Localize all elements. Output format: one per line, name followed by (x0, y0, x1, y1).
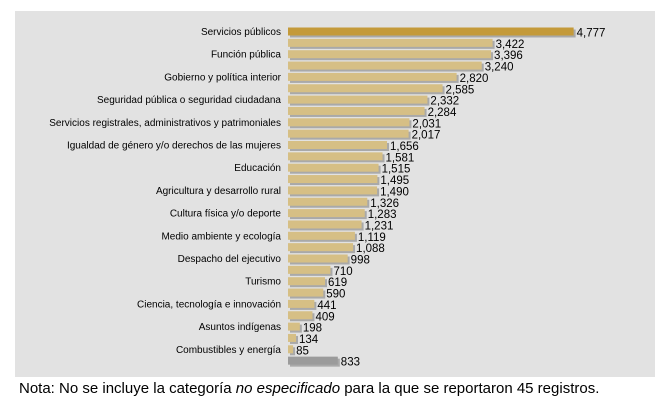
bar (288, 50, 492, 59)
bar (288, 209, 365, 218)
value-label: 590 (326, 289, 345, 301)
footnote-suffix: para la que se reportaron 45 registros. (340, 380, 600, 397)
category-label: Gobierno y política interior (164, 72, 281, 83)
bar (288, 84, 443, 93)
category-label: Ciencia, tecnología e innovación (137, 299, 281, 310)
bar (288, 61, 482, 70)
value-label: 3,240 (485, 62, 514, 74)
bar (288, 72, 457, 81)
bar (288, 163, 379, 172)
footnote-emphasis: no especificado (235, 380, 341, 397)
value-label: 3,422 (496, 39, 525, 51)
bar (288, 141, 388, 149)
value-label: 2,031 (412, 118, 441, 130)
bar (288, 27, 574, 36)
category-label: Función pública (211, 50, 281, 61)
category-label: Igualdad de género y/o derechos de las m… (67, 141, 281, 152)
value-label: 409 (315, 311, 334, 323)
bar (288, 38, 493, 47)
bar (288, 322, 300, 331)
value-label: 2,820 (460, 73, 489, 85)
category-label: Educación (234, 163, 281, 174)
bar (288, 231, 355, 240)
category-label: Combustibles y energía (176, 345, 281, 356)
bar (288, 333, 297, 342)
value-label: 619 (328, 277, 347, 289)
value-label: 1,326 (370, 198, 399, 210)
bar (288, 254, 348, 263)
value-label: 998 (351, 255, 370, 267)
value-label: 1,656 (390, 141, 419, 153)
category-label: Despacho del ejecutivo (178, 254, 282, 265)
bar (288, 345, 294, 354)
category-label: Agricultura y desarrollo rural (156, 186, 281, 197)
value-label: 1,515 (382, 164, 411, 176)
category-label: Asuntos indígenas (199, 322, 281, 333)
category-label: Turismo (245, 277, 281, 288)
bar (288, 152, 383, 161)
bar (288, 299, 315, 308)
value-label: 2,017 (412, 130, 441, 142)
value-label: 833 (341, 357, 360, 369)
bar (288, 175, 378, 184)
chart-panel: 4,777 Servicios públicos 3,422 3,396 Función… (15, 11, 655, 377)
bar (288, 311, 313, 320)
bar (288, 220, 362, 229)
value-label: 1,495 (380, 175, 409, 187)
value-label: 85 (296, 345, 309, 357)
bar (288, 129, 409, 138)
footnote-prefix: Nota: No se incluye la categoría (19, 380, 236, 397)
footnote: Nota: No se incluye la categoría no espe… (19, 380, 639, 397)
bar (288, 186, 378, 195)
category-label: Medio ambiente y ecología (161, 231, 281, 242)
bar (288, 277, 326, 286)
value-label: 1,283 (368, 209, 397, 221)
category-label: Servicios públicos (201, 27, 281, 38)
bar (288, 106, 425, 115)
value-label: 2,585 (446, 84, 475, 96)
value-label: 710 (333, 266, 352, 278)
bar (288, 243, 354, 252)
bar (288, 265, 331, 274)
value-label: 134 (299, 334, 319, 346)
category-label: Seguridad pública o seguridad ciudadana (97, 95, 281, 106)
category-label: Servicios registrales, administrativos y… (49, 118, 281, 129)
bar (288, 356, 338, 365)
bar (288, 118, 410, 127)
value-label: 1,119 (358, 232, 386, 244)
category-label: Cultura física y/o deporte (170, 209, 282, 220)
value-label: 1,490 (380, 186, 409, 198)
value-label: 441 (317, 300, 336, 312)
bar (288, 288, 324, 297)
value-label: 1,231 (365, 220, 394, 232)
value-label: 2,332 (430, 96, 459, 108)
value-label: 1,088 (356, 243, 385, 255)
value-label: 3,396 (494, 50, 523, 62)
bar (288, 197, 368, 206)
value-label: 1,581 (386, 152, 415, 164)
value-label: 2,284 (428, 107, 457, 119)
value-label: 198 (303, 323, 322, 335)
value-label: 4,777 (577, 28, 606, 40)
bar (288, 95, 428, 104)
